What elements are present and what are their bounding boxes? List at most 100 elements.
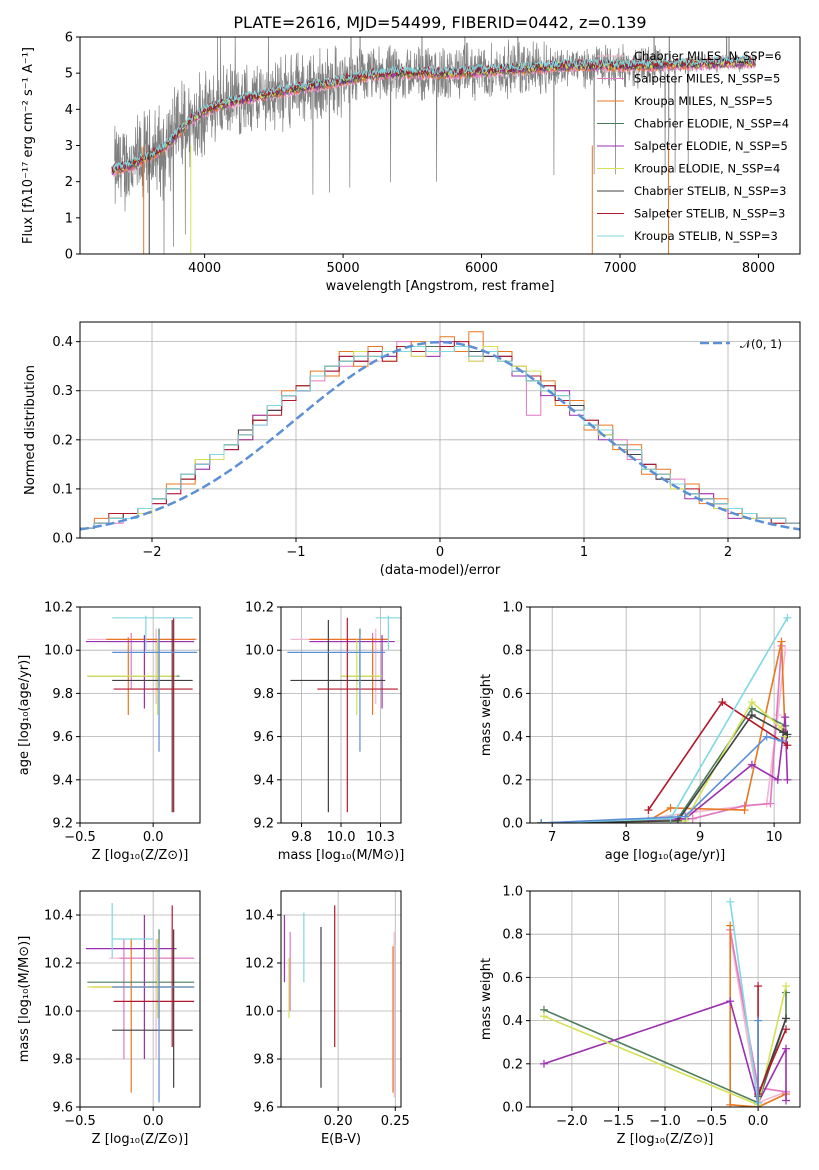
y-tick-label: 0.4 — [52, 335, 73, 350]
plus-marker — [782, 1014, 791, 1023]
residuals-axes: −2 −1 0 1 2 0.0 0.1 0.2 0.3 0.4 (data-model)/error… — [23, 335, 732, 578]
plus-marker — [718, 698, 727, 707]
errorbar-point — [112, 943, 195, 1103]
massweight-vs-Z-plot — [530, 891, 800, 1107]
y-tick-label: 0.4 — [502, 1014, 523, 1029]
chart-title: PLATE=2616, MJD=54499, FIBERID=0442, z=0… — [233, 13, 646, 32]
y-tick-label: 1.0 — [502, 601, 523, 616]
y-axis-label: age [log₁₀(age/yr)] — [17, 655, 32, 776]
errorbar-point — [113, 905, 195, 1047]
plus-marker — [781, 713, 790, 722]
plus-marker — [778, 728, 787, 737]
legend-label: Chabrier ELODIE, N_SSP=4 — [634, 117, 789, 131]
y-tick-label: 9.2 — [253, 817, 274, 832]
plus-marker — [762, 732, 771, 741]
legend-label: Chabrier STELIB, N_SSP=3 — [634, 184, 786, 198]
errorbar-point — [112, 619, 193, 813]
mass-vs-Z-axes: −0.5 0.0 9.6 9.8 10.0 10.2 10.4 Z [log₁₀(Z/Z⊙)]… — [17, 909, 188, 1148]
x-axis-label: mass [log₁₀(M/M⊙)] — [278, 848, 405, 863]
residuals-plot — [80, 322, 800, 538]
weight-line-10 — [541, 735, 782, 823]
plus-marker — [782, 982, 791, 991]
errorbar-point — [109, 939, 195, 1059]
plus-marker — [726, 1100, 735, 1107]
plus-marker — [673, 816, 682, 823]
y-tick-label: 0.0 — [52, 532, 73, 547]
plus-marker — [783, 613, 792, 622]
y-tick-label: 0.6 — [502, 971, 523, 986]
plus-marker — [681, 812, 690, 821]
weight-line-3 — [729, 925, 787, 1107]
legend-label: Salpeter MILES, N_SSP=5 — [634, 72, 780, 86]
errorbar-point — [112, 615, 193, 651]
errorbar-point — [375, 615, 401, 651]
weight-line-3 — [541, 641, 786, 823]
plus-marker — [777, 736, 786, 745]
spectrum-legend: Chabrier MILES, N_SSP=6 Salpeter MILES, N… — [597, 49, 789, 243]
plus-marker — [688, 814, 697, 823]
y-tick-label: 9.6 — [52, 1101, 73, 1116]
x-tick-label: 0.0 — [748, 1114, 769, 1129]
mass-vs-ebv-frame — [280, 890, 402, 1108]
age-vs-mass-frame — [280, 606, 402, 824]
weight-line-7 — [541, 713, 788, 823]
y-tick-label: 10.2 — [44, 601, 73, 616]
legend-label: Kroupa ELODIE, N_SSP=4 — [634, 162, 780, 176]
errorbar-point — [87, 628, 180, 687]
y-axis-label: Normed distribution — [23, 365, 38, 495]
massweight-vs-Z-frame — [529, 890, 801, 1108]
plus-marker — [666, 803, 675, 812]
y-tick-label: 0.0 — [502, 817, 523, 832]
legend-label: Kroupa STELIB, N_SSP=3 — [634, 229, 778, 243]
x-tick-label: −2 — [142, 545, 161, 560]
y-tick-label: 0.8 — [502, 928, 523, 943]
y-tick-label: 10.4 — [44, 909, 73, 924]
y-tick-label: 10.4 — [245, 909, 274, 924]
x-tick-label: 4000 — [188, 261, 221, 276]
y-tick-label: 0.2 — [52, 433, 73, 448]
legend-label: Chabrier MILES, N_SSP=6 — [634, 49, 781, 63]
y-axis-label: mass [log₁₀(M/M⊙)] — [17, 936, 32, 1063]
residuals-legend: 𝒩(0, 1) — [700, 337, 782, 351]
y-tick-label: 10.2 — [44, 957, 73, 972]
errorbar-point — [87, 939, 195, 1019]
x-tick-label: 7000 — [603, 261, 636, 276]
plus-marker — [740, 806, 749, 815]
x-axis-label: E(B-V) — [321, 1132, 361, 1147]
massweight-vs-age-axes: 7 8 9 10 0.0 0.2 0.4 0.6 0.8 1.0 age [log₁₀(age/yr… — [479, 601, 782, 864]
y-tick-label: 0 — [65, 248, 73, 263]
x-tick-label: 7 — [548, 830, 556, 845]
age-vs-Z-plot — [80, 607, 200, 823]
y-tick-label: 10.0 — [245, 644, 274, 659]
plus-marker — [754, 1016, 763, 1025]
plus-marker — [783, 775, 792, 784]
x-tick-label: 1 — [580, 545, 588, 560]
legend-label: Kroupa MILES, N_SSP=5 — [634, 94, 773, 108]
errorbar-point — [290, 619, 386, 813]
mass-vs-Z-plot — [80, 891, 200, 1107]
age-vs-mass-axes: 9.8 10.0 10.3 9.2 9.4 9.6 9.8 10.0 10.2 mass [log… — [245, 601, 404, 864]
x-tick-label: −1.5 — [603, 1114, 635, 1129]
y-tick-label: 10.0 — [245, 1005, 274, 1020]
y-tick-label: 10.0 — [44, 1005, 73, 1020]
y-tick-label: 9.2 — [52, 817, 73, 832]
plus-marker — [773, 775, 782, 784]
errorbar-point — [112, 929, 193, 1088]
spectrum-plot — [111, 37, 757, 254]
x-tick-label: −2.0 — [556, 1114, 588, 1129]
legend-label: 𝒩(0, 1) — [740, 337, 782, 351]
massweight-vs-Z-axes: −2.0 −1.5 −1.0 −0.5 0.0 0.0 0.2 0.4 0.6 0.8 1.0 Z [… — [479, 885, 768, 1148]
y-tick-label: 10.0 — [44, 644, 73, 659]
plus-marker — [773, 711, 782, 719]
x-tick-label: 10 — [766, 830, 783, 845]
legend-label: Salpeter STELIB, N_SSP=3 — [634, 207, 785, 221]
y-tick-label: 0.6 — [502, 687, 523, 702]
y-tick-label: 0.2 — [502, 1057, 523, 1072]
y-tick-label: 0.4 — [502, 730, 523, 745]
errorbar-point — [309, 635, 395, 709]
y-tick-label: 6 — [65, 31, 73, 46]
x-tick-label: 6000 — [465, 261, 498, 276]
x-tick-label: 0.20 — [324, 1114, 353, 1129]
x-axis-label: Z [log₁₀(Z/Z⊙)] — [92, 848, 189, 863]
plus-marker — [782, 1044, 791, 1053]
